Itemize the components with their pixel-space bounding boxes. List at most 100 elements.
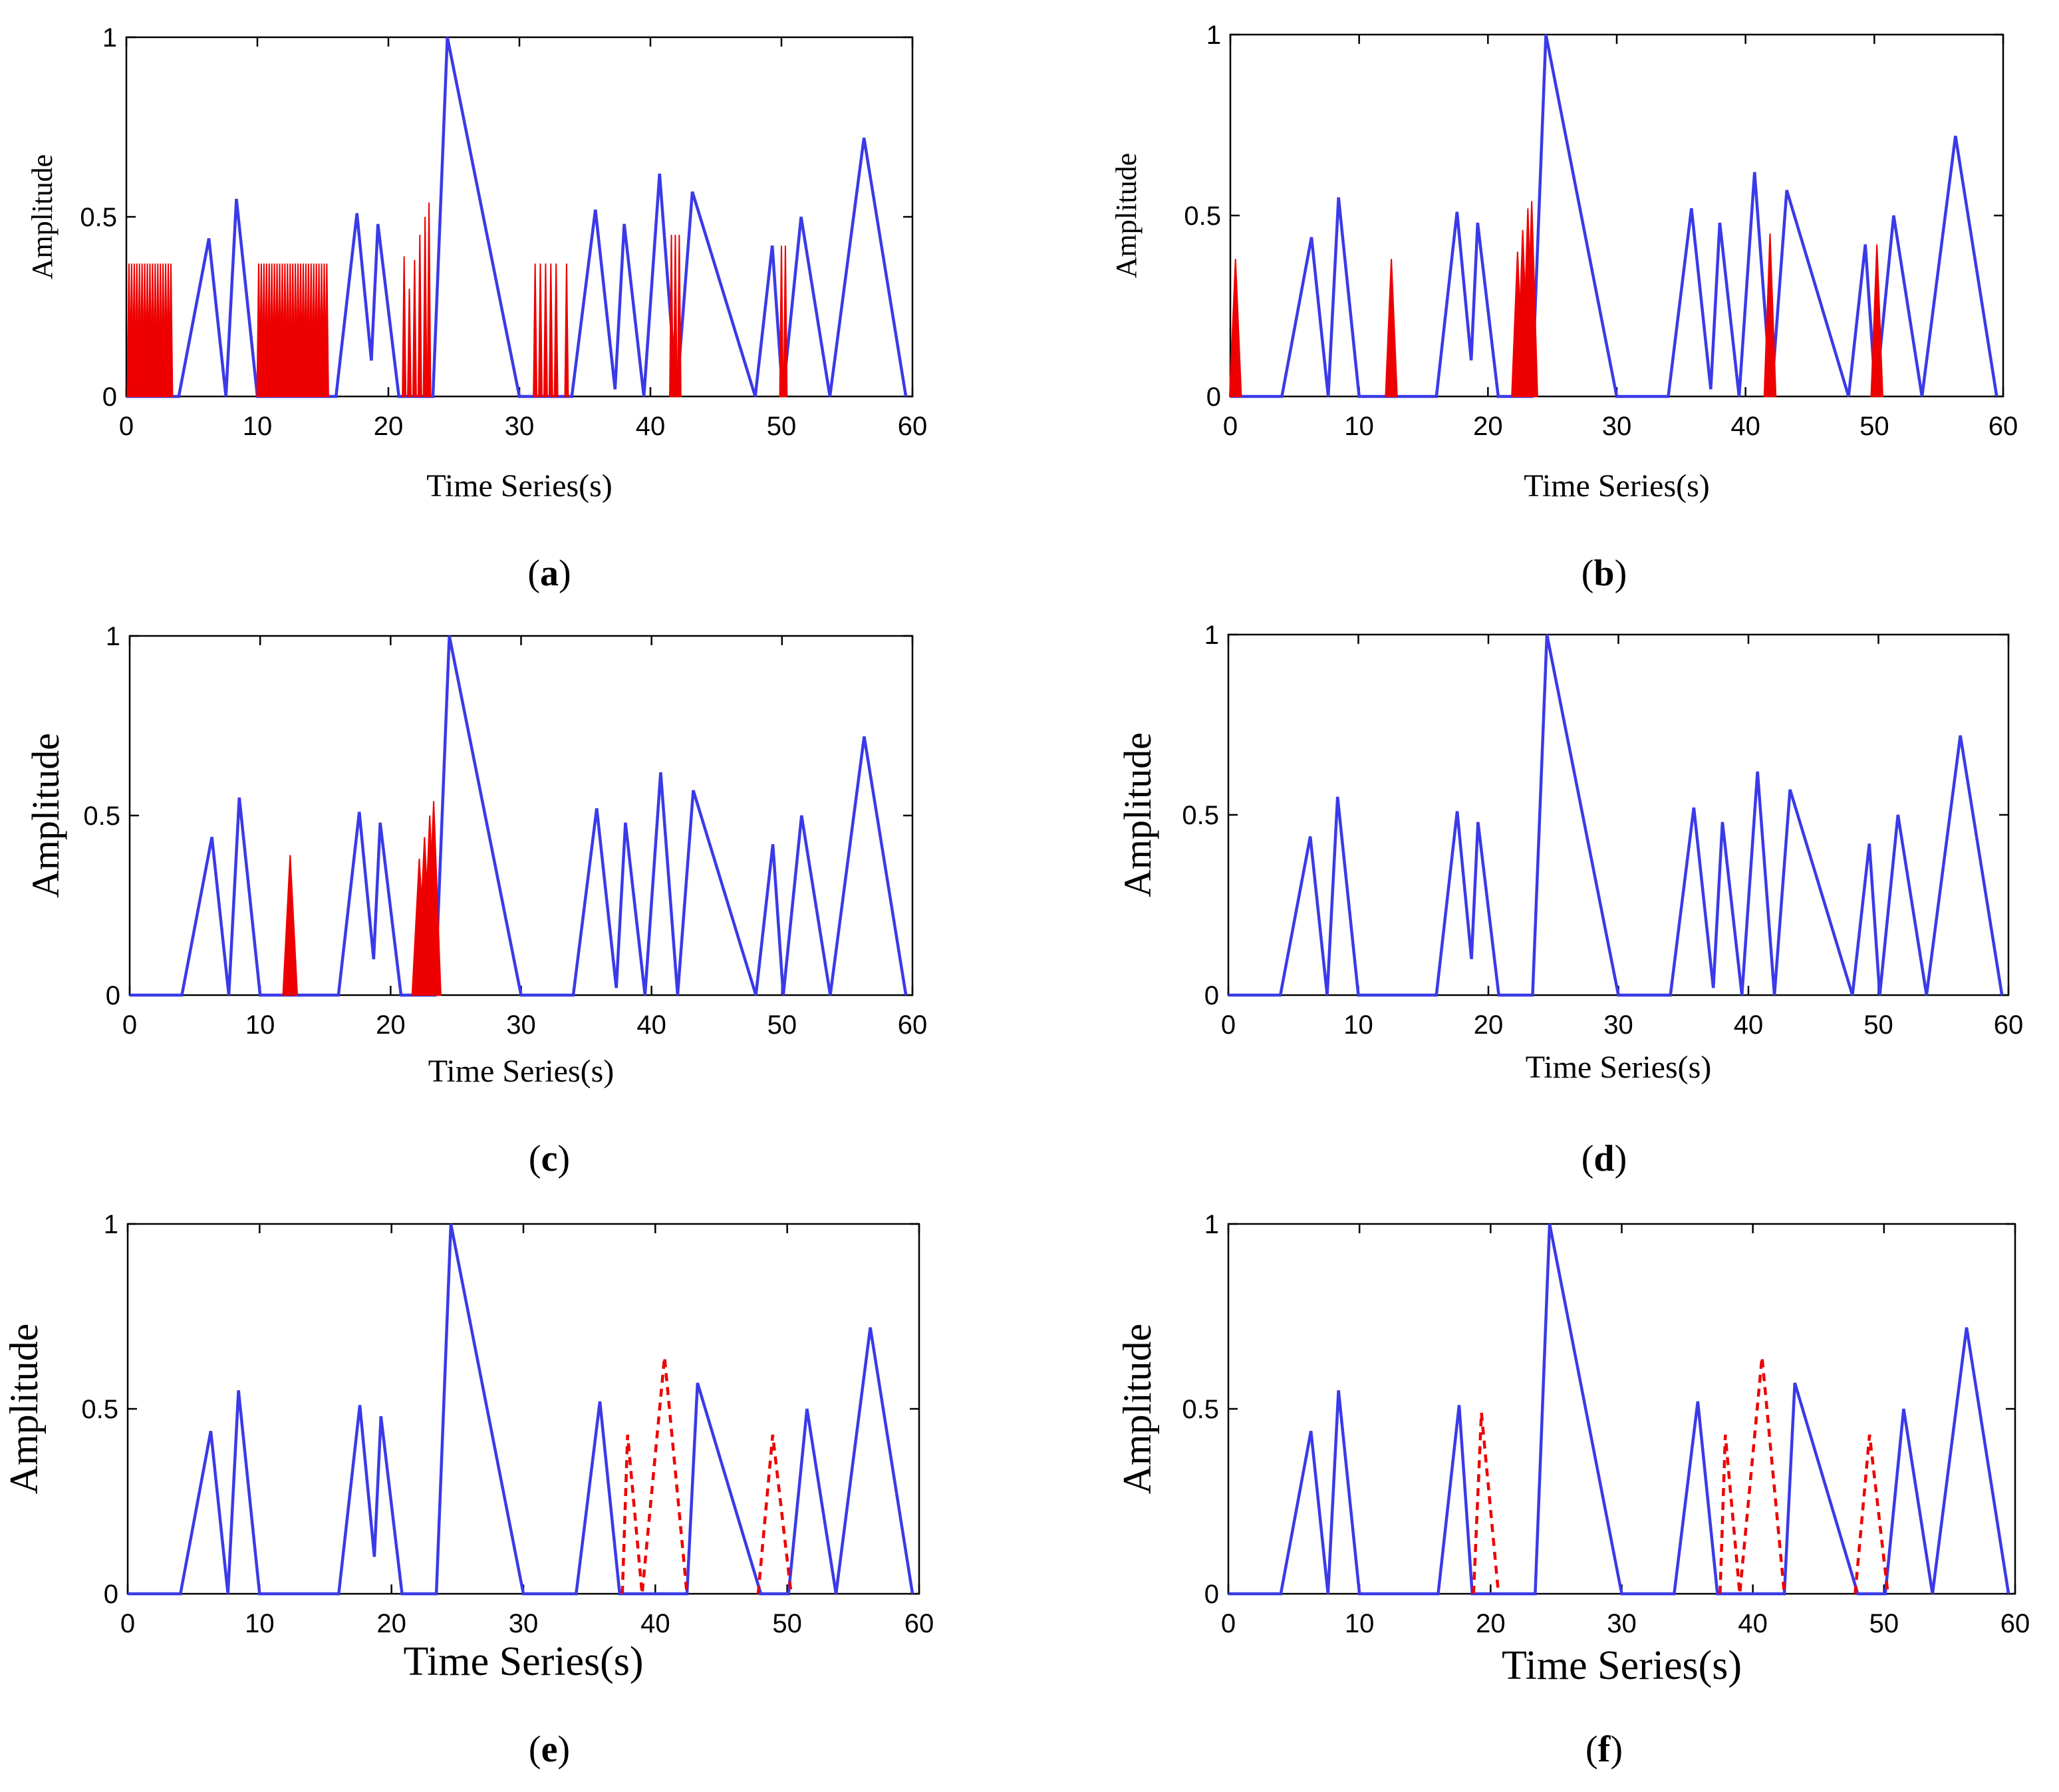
y-tick-label: 0 [102,382,117,412]
x-tick-label: 30 [1603,1010,1633,1040]
x-tick-label: 0 [119,412,134,441]
series-line-signal [1230,34,1998,398]
plot-frame [1227,1223,2016,1595]
x-tick-label: 10 [1343,1010,1373,1040]
x-tick-label: 30 [505,412,535,441]
x-tick-label: 10 [245,1010,275,1040]
series-line-signal [126,37,908,398]
predicted-dashed-line [620,1356,689,1594]
y-tick-label: 0.5 [83,802,120,831]
panel-b: 0 10 20 30 40 50 60 0 0.5 1 Time Series(s) Amplitud… [1110,21,2018,594]
panel-caption: (f) [1585,1729,1623,1770]
red-spike [779,245,784,397]
x-tick-label: 50 [1869,1609,1899,1638]
panel-caption: (d) [1581,1138,1627,1179]
plot-frame [1229,33,2004,398]
red-spike [422,216,428,397]
x-axis-label: Time Series(s) [426,468,613,504]
x-tick-label: 20 [1476,1609,1506,1638]
red-spike [553,263,559,397]
x-axis-label: Time Series(s) [1526,1050,1712,1085]
panel-e: 0 10 20 30 40 50 60 0 0.5 1 Time Series(s) Amplitud… [2,1210,934,1770]
red-spike [1525,201,1538,397]
panel-d: 0 10 20 30 40 50 60 0 0.5 1 Time Series(s) Amplitud… [1116,621,2023,1179]
panel-caption: (c) [529,1138,570,1179]
panel-a: 0 10 20 30 40 50 60 0 0.5 1 Time Series(s) Amplitud… [26,23,927,594]
x-tick-label: 10 [1344,412,1374,441]
y-tick-label: 0.5 [1182,801,1219,830]
panel-caption: (e) [529,1729,570,1770]
red-spike [402,256,407,397]
red-spike [672,234,678,397]
red-spike [533,263,538,397]
spike-group [1228,201,1883,397]
x-tick-label: 50 [772,1609,802,1638]
red-spike [1870,244,1883,397]
series-line-signal [130,635,908,997]
x-tick-label: 40 [636,412,666,441]
x-tick-label: 40 [1734,1010,1764,1040]
y-tick-label: 0 [1206,382,1221,412]
plot-frame [126,1223,920,1595]
red-spike [1385,259,1398,397]
x-tick-label: 30 [1602,412,1632,441]
x-tick-label: 0 [120,1609,135,1638]
y-tick-label: 0 [106,981,120,1010]
series-line-signal [1228,634,2004,997]
red-spike [412,259,417,397]
y-tick-label: 1 [106,622,120,651]
x-tick-label: 60 [898,1010,928,1040]
y-tick-label: 1 [1206,21,1221,50]
predicted-dashed-line [756,1434,793,1594]
series-line-signal [128,1223,914,1596]
y-tick-label: 1 [1204,621,1219,650]
x-tick-label: 50 [1859,412,1889,441]
x-tick-label: 40 [1738,1609,1768,1638]
red-spike [676,234,682,397]
predicted-dashed-line [1718,1356,1786,1594]
red-spike [669,234,674,397]
predicted-dashed-line [1853,1434,1889,1594]
x-tick-label: 0 [1223,412,1238,441]
x-tick-label: 40 [1730,412,1760,441]
x-tick-label: 40 [636,1010,666,1040]
x-tick-label: 10 [243,412,273,441]
x-tick-label: 30 [506,1010,536,1040]
x-tick-label: 10 [245,1609,275,1638]
red-spike [548,263,553,397]
x-tick-label: 20 [1473,412,1503,441]
y-tick-label: 0 [104,1580,118,1609]
x-tick-label: 40 [640,1609,670,1638]
x-tick-label: 60 [2000,1609,2030,1638]
red-spike [1228,259,1242,397]
y-axis-label: Amplitude [24,733,67,898]
red-spike [1763,233,1777,397]
x-axis-label: Time Series(s) [1502,1643,1742,1688]
y-tick-label: 0.5 [1184,202,1221,231]
x-tick-label: 50 [767,412,797,441]
x-tick-label: 60 [904,1609,934,1638]
panel-caption: (b) [1581,553,1627,594]
x-tick-label: 20 [376,1609,406,1638]
y-axis-label: Amplitude [1116,732,1159,897]
y-axis-label: Amplitude [1110,153,1143,278]
y-tick-label: 1 [102,23,117,53]
spike-group [126,202,788,397]
plot-frame [1227,633,2010,996]
red-spike [417,234,422,397]
spike-group [282,801,442,996]
red-spike [564,263,569,397]
red-spike [324,263,329,397]
x-tick-label: 20 [374,412,404,441]
panel-c: 0 10 20 30 40 50 60 0 0.5 1 Time Series(s) Amplitud… [24,622,927,1179]
x-tick-label: 60 [898,412,928,441]
x-tick-label: 60 [1994,1010,2024,1040]
y-tick-label: 0.5 [80,203,117,232]
y-axis-label: Amplitude [1115,1324,1159,1495]
red-spike [426,202,432,397]
y-tick-label: 0.5 [81,1395,118,1424]
x-tick-label: 50 [767,1010,797,1040]
red-spike [543,263,548,397]
plot-frame [128,635,914,996]
red-spike [426,801,442,996]
